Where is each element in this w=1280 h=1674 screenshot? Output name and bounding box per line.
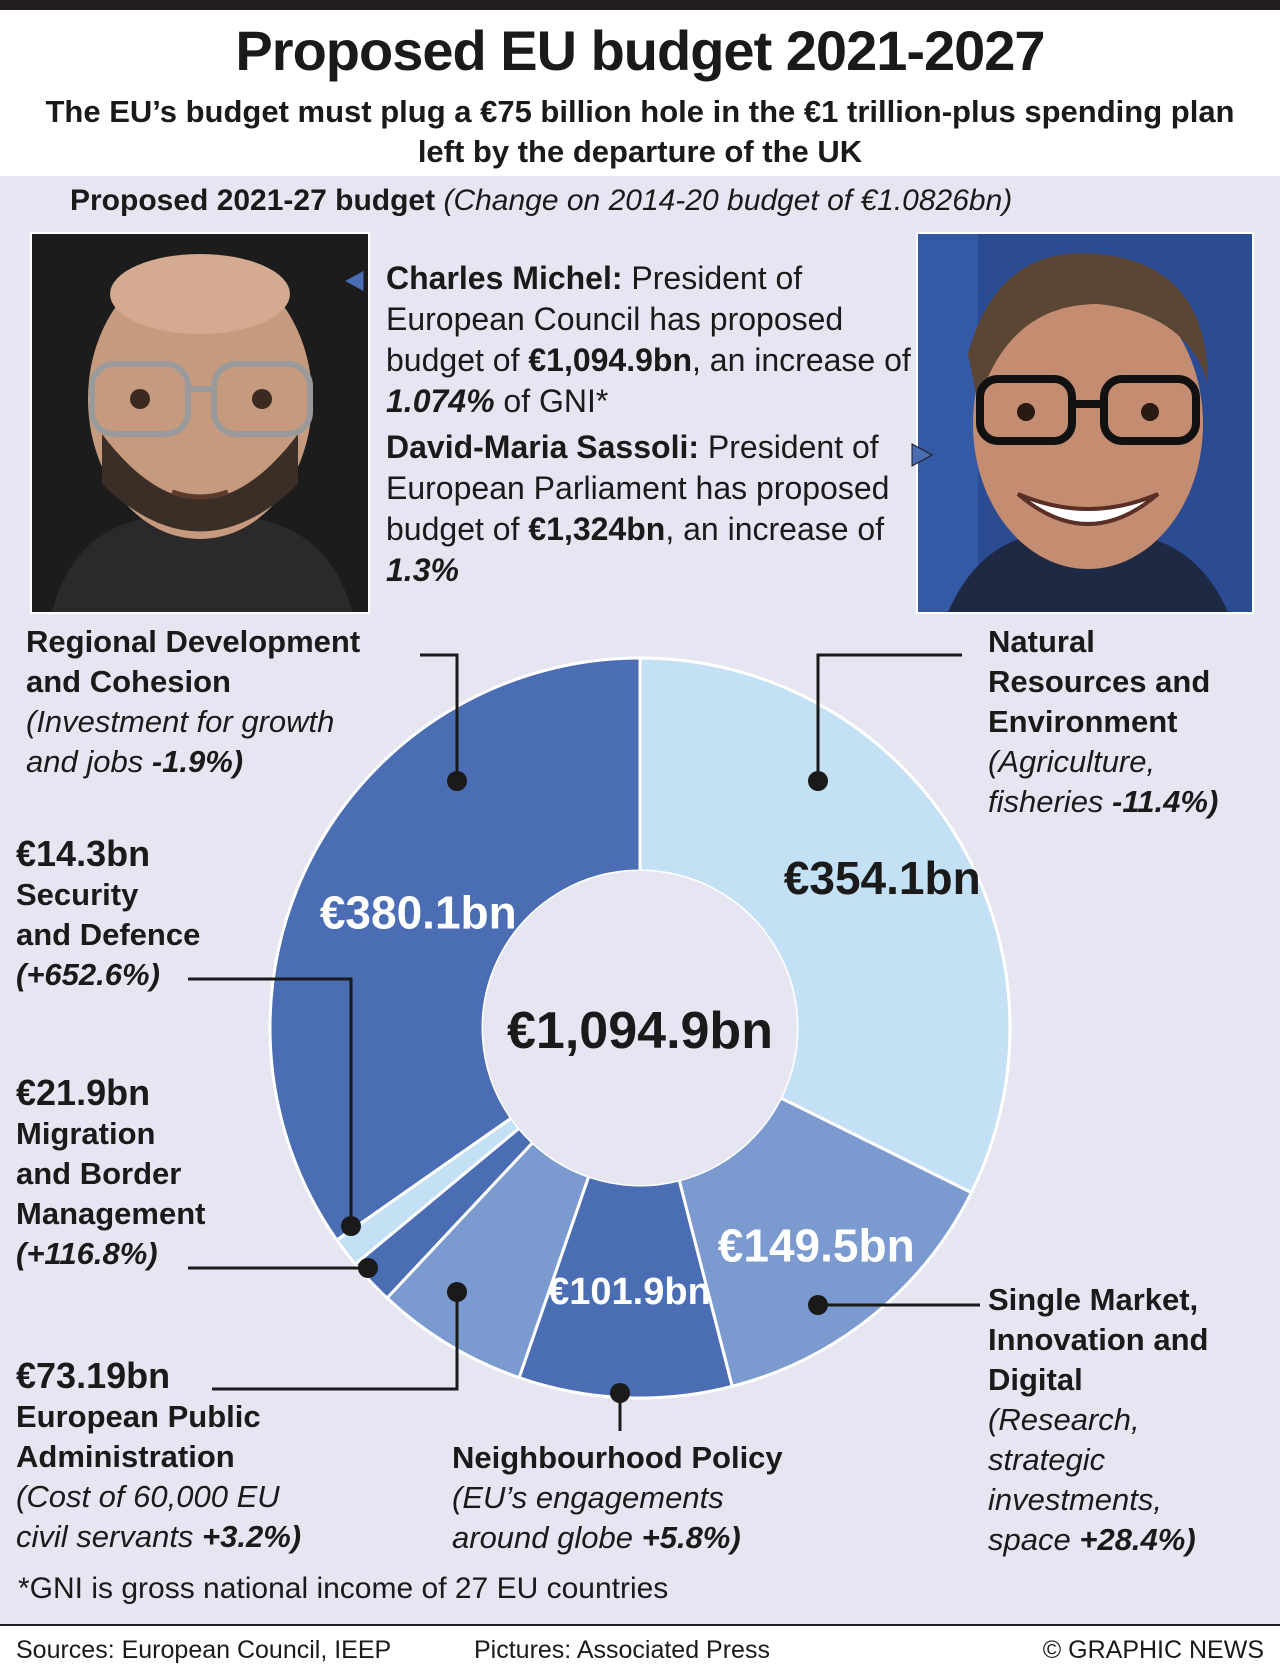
slice-value-label: €380.1bn: [320, 886, 517, 938]
natural-note1: (Agriculture,: [988, 744, 1156, 779]
leader-security: [188, 977, 353, 1226]
michel-amount: €1,094.9bn: [528, 342, 692, 378]
slice-value-label: €101.9bn: [548, 1271, 711, 1313]
photo-charles-michel: [30, 232, 370, 614]
label-security: €14.3bn Security and Defence (+652.6%): [16, 833, 200, 995]
page-subtitle: The EU’s budget must plug a €75 billion …: [45, 94, 1235, 169]
admin-head1: European Public: [16, 1399, 261, 1434]
market-note4-text: space: [988, 1522, 1080, 1557]
regional-head2: and Cohesion: [26, 664, 231, 699]
michel-pct: 1.074%: [386, 383, 495, 419]
total-label: €1,094.9bn: [507, 1002, 773, 1060]
marker-security: [341, 1216, 361, 1236]
sassoli-text1: President of European Parliament has pro…: [386, 429, 890, 547]
sassoli-text2: , an increase of: [665, 511, 885, 547]
portrait-michel: [32, 234, 368, 612]
natural-note2-text: fisheries: [988, 784, 1113, 819]
market-head3: Digital: [988, 1362, 1083, 1397]
admin-note2: civil servants +3.2%): [16, 1517, 301, 1557]
leader-natural: [816, 653, 962, 779]
michel-text3: of GNI*: [494, 383, 609, 419]
market-head1: Single Market,: [988, 1282, 1199, 1317]
page-title: Proposed EU budget 2021-2027: [235, 19, 1045, 82]
security-head2: and Defence: [16, 917, 201, 952]
admin-value: €73.19bn: [16, 1355, 171, 1396]
footer-credit: © GRAPHIC NEWS: [1042, 1636, 1264, 1664]
sassoli-amount: €1,324bn: [528, 511, 666, 547]
footer-pictures: Pictures: Associated Press: [474, 1636, 770, 1664]
security-change: (+652.6%): [16, 957, 160, 992]
section-heading-bold: Proposed 2021-27 budget: [70, 184, 436, 217]
marker-admin: [447, 1282, 467, 1302]
neighbour-change: +5.8%): [641, 1520, 741, 1555]
regional-head1: Regional Development: [26, 624, 361, 659]
neighbour-note2-text: around globe: [452, 1520, 642, 1555]
marker-neighbour: [610, 1383, 630, 1403]
neighbour-note1: (EU’s engagements: [452, 1480, 724, 1515]
marker-market: [808, 1295, 828, 1315]
migration-head2: and Border: [16, 1156, 182, 1191]
top-rule: [0, 0, 1280, 10]
portrait-sassoli: [918, 234, 1252, 612]
michel-statement: Charles Michel: President of European Co…: [386, 258, 916, 422]
sassoli-name: David-Maria Sassoli:: [386, 429, 699, 465]
footer: Sources: European Council, IEEP Pictures…: [0, 1624, 1280, 1674]
admin-note2-text: civil servants: [16, 1519, 203, 1554]
photo-david-sassoli: [916, 232, 1254, 614]
label-neighbour: Neighbourhood Policy (EU’s engagements a…: [452, 1438, 783, 1558]
admin-change: +3.2%): [202, 1519, 302, 1554]
natural-head3: Environment: [988, 704, 1178, 739]
regional-note2-text: and jobs: [26, 744, 152, 779]
pointer-right-icon: [911, 443, 934, 467]
market-change: +28.4%): [1079, 1522, 1196, 1557]
marker-natural: [808, 771, 828, 791]
market-head2: Innovation and: [988, 1322, 1209, 1357]
gni-footnote: *GNI is gross national income of 27 EU c…: [18, 1572, 669, 1605]
natural-change: -11.4%): [1112, 784, 1219, 819]
marker-regional: [447, 771, 467, 791]
security-value: €14.3bn: [16, 833, 151, 874]
marker-migration: [358, 1258, 378, 1278]
pointer-left-icon: [342, 269, 365, 293]
label-migration: €21.9bn Migration and Border Management …: [16, 1072, 205, 1274]
market-note1: (Research,: [988, 1402, 1140, 1437]
regional-note2: and jobs -1.9%): [26, 742, 360, 782]
footer-sources: Sources: European Council, IEEP: [16, 1636, 392, 1664]
label-market: Single Market, Innovation and Digital (R…: [988, 1280, 1208, 1560]
regional-change: -1.9%): [151, 744, 244, 779]
admin-head2: Administration: [16, 1439, 235, 1474]
label-admin: €73.19bn European Public Administration …: [16, 1355, 301, 1557]
migration-change: (+116.8%): [16, 1236, 158, 1271]
sassoli-statement: David-Maria Sassoli: President of Europe…: [386, 427, 916, 591]
section-heading-note: (Change on 2014-20 budget of €1.0826bn): [443, 184, 1013, 217]
regional-note1: (Investment for growth: [26, 704, 335, 739]
michel-name: Charles Michel:: [386, 260, 623, 296]
natural-note2: fisheries -11.4%): [988, 782, 1218, 822]
label-regional: Regional Development and Cohesion (Inves…: [26, 622, 360, 782]
neighbour-head1: Neighbourhood Policy: [452, 1440, 783, 1475]
neighbour-note2: around globe +5.8%): [452, 1518, 783, 1558]
michel-text2: , an increase of: [692, 342, 911, 378]
migration-head3: Management: [16, 1196, 206, 1231]
natural-head1: Natural: [988, 624, 1095, 659]
migration-value: €21.9bn: [16, 1072, 151, 1113]
leader-regional: [420, 653, 459, 779]
market-note4: space +28.4%): [988, 1520, 1208, 1560]
leader-admin: [212, 1293, 459, 1391]
label-natural: Natural Resources and Environment (Agric…: [988, 622, 1218, 822]
section-heading: Proposed 2021-27 budget (Change on 2014-…: [70, 184, 1012, 218]
slice-value-label: €354.1bn: [784, 852, 981, 904]
sassoli-pct: 1.3%: [386, 552, 459, 588]
slice-value-label: €149.5bn: [718, 1220, 915, 1272]
security-head1: Security: [16, 877, 139, 912]
michel-text1: President of European Council has propos…: [386, 260, 844, 378]
market-note3: investments,: [988, 1482, 1163, 1517]
natural-head2: Resources and: [988, 664, 1211, 699]
migration-head1: Migration: [16, 1116, 156, 1151]
donut-hole: [483, 871, 797, 1185]
market-note2: strategic: [988, 1442, 1106, 1477]
admin-note1: (Cost of 60,000 EU: [16, 1479, 280, 1514]
